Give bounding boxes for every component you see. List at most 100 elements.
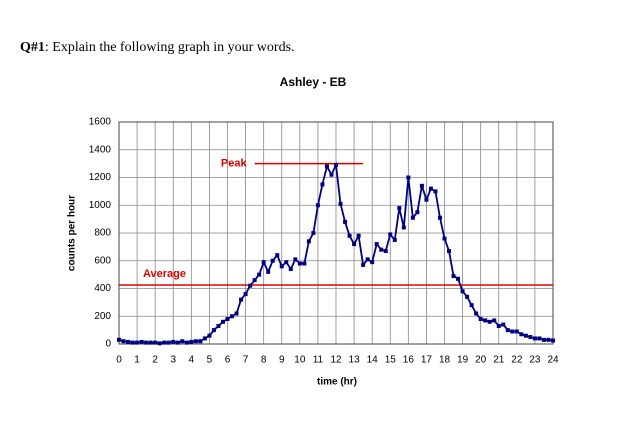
- data-point: [424, 197, 429, 202]
- data-point: [370, 260, 375, 265]
- data-point: [239, 297, 244, 302]
- data-point: [374, 242, 379, 247]
- data-point: [202, 336, 207, 341]
- data-point: [297, 261, 302, 266]
- x-tick-label: 6: [225, 355, 231, 366]
- data-point: [315, 203, 320, 208]
- data-point: [288, 267, 293, 272]
- data-point: [383, 249, 388, 254]
- x-tick-label: 21: [493, 355, 505, 366]
- data-point: [248, 283, 253, 288]
- data-point: [257, 272, 262, 277]
- data-point: [207, 333, 212, 338]
- data-point: [334, 163, 338, 168]
- data-point: [270, 258, 275, 263]
- x-tick-label: 18: [439, 355, 451, 366]
- y-tick-label: 800: [94, 228, 111, 239]
- data-point: [437, 215, 442, 220]
- data-point: [320, 182, 325, 187]
- data-point: [487, 319, 492, 324]
- data-point: [302, 261, 307, 266]
- data-point: [266, 269, 271, 274]
- data-point: [406, 175, 411, 180]
- data-point: [505, 328, 510, 333]
- data-point: [157, 341, 162, 346]
- data-point: [193, 339, 198, 344]
- x-tick-label: 4: [189, 355, 195, 366]
- data-point: [474, 311, 479, 316]
- data-point: [139, 339, 144, 344]
- question-label: Q#1: [20, 40, 45, 55]
- y-tick-label: 1000: [89, 200, 112, 211]
- x-tick-label: 2: [152, 355, 158, 366]
- data-point: [456, 276, 461, 281]
- data-point: [483, 318, 488, 323]
- data-point: [460, 289, 465, 294]
- x-tick-label: 24: [547, 355, 559, 366]
- data-point: [284, 260, 289, 265]
- data-point: [293, 257, 298, 262]
- x-tick-label: 15: [385, 355, 397, 366]
- data-point: [234, 311, 239, 316]
- data-point: [510, 329, 515, 334]
- data-point: [130, 340, 135, 345]
- data-point: [546, 337, 551, 342]
- data-point: [211, 328, 216, 333]
- data-point: [361, 262, 366, 267]
- data-point: [433, 189, 438, 194]
- y-tick-label: 600: [94, 255, 111, 266]
- data-point: [126, 339, 131, 344]
- data-point: [117, 337, 121, 342]
- data-point: [356, 233, 361, 238]
- data-point: [397, 206, 402, 211]
- x-tick-label: 20: [475, 355, 487, 366]
- data-point: [514, 329, 519, 334]
- annotation-label: Average: [143, 268, 186, 280]
- data-point: [392, 237, 397, 242]
- data-point: [447, 249, 452, 254]
- data-point: [338, 201, 343, 206]
- plot-frame: [118, 121, 554, 345]
- data-point: [365, 257, 370, 262]
- data-point: [171, 339, 176, 344]
- x-tick-label: 23: [529, 355, 541, 366]
- data-point: [347, 233, 352, 238]
- x-tick-label: 8: [261, 355, 267, 366]
- data-point: [478, 317, 483, 322]
- data-point: [442, 236, 447, 241]
- data-point: [537, 336, 542, 341]
- data-point: [311, 231, 316, 235]
- x-tick-label: 22: [511, 355, 523, 366]
- data-point: [252, 278, 257, 283]
- data-point: [496, 323, 501, 328]
- data-point: [184, 340, 189, 345]
- annotation-label: Peak: [221, 158, 248, 170]
- y-tick-label: 1600: [89, 117, 112, 128]
- y-tick-label: 0: [105, 339, 111, 350]
- data-point: [492, 318, 497, 323]
- data-point: [175, 340, 180, 345]
- data-point: [532, 336, 537, 341]
- question-text: : Explain the following graph in your wo…: [45, 40, 295, 55]
- y-tick-label: 1200: [89, 172, 112, 183]
- data-point: [465, 294, 470, 299]
- x-tick-label: 16: [403, 355, 415, 366]
- data-point: [279, 264, 284, 269]
- data-point: [261, 260, 266, 265]
- data-point: [216, 323, 221, 328]
- data-point: [225, 317, 230, 322]
- data-point: [451, 274, 456, 279]
- x-tick-label: 5: [207, 355, 213, 366]
- y-tick-label: 400: [94, 283, 111, 294]
- x-tick-label: 14: [367, 355, 379, 366]
- data-point: [180, 339, 185, 344]
- x-tick-label: 9: [279, 355, 285, 366]
- data-point: [162, 340, 167, 345]
- data-point: [428, 186, 433, 191]
- data-point: [324, 164, 329, 169]
- data-point: [469, 303, 474, 308]
- x-axis-label: time (hr): [317, 377, 357, 388]
- data-point: [551, 338, 555, 343]
